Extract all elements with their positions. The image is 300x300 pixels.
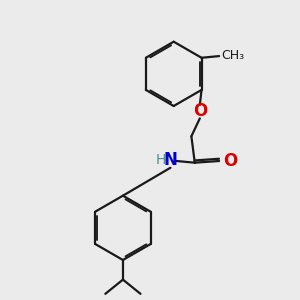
Text: O: O: [193, 102, 207, 120]
Text: N: N: [164, 151, 177, 169]
Text: O: O: [224, 152, 238, 170]
Text: CH₃: CH₃: [221, 49, 244, 62]
Text: H: H: [156, 153, 166, 166]
